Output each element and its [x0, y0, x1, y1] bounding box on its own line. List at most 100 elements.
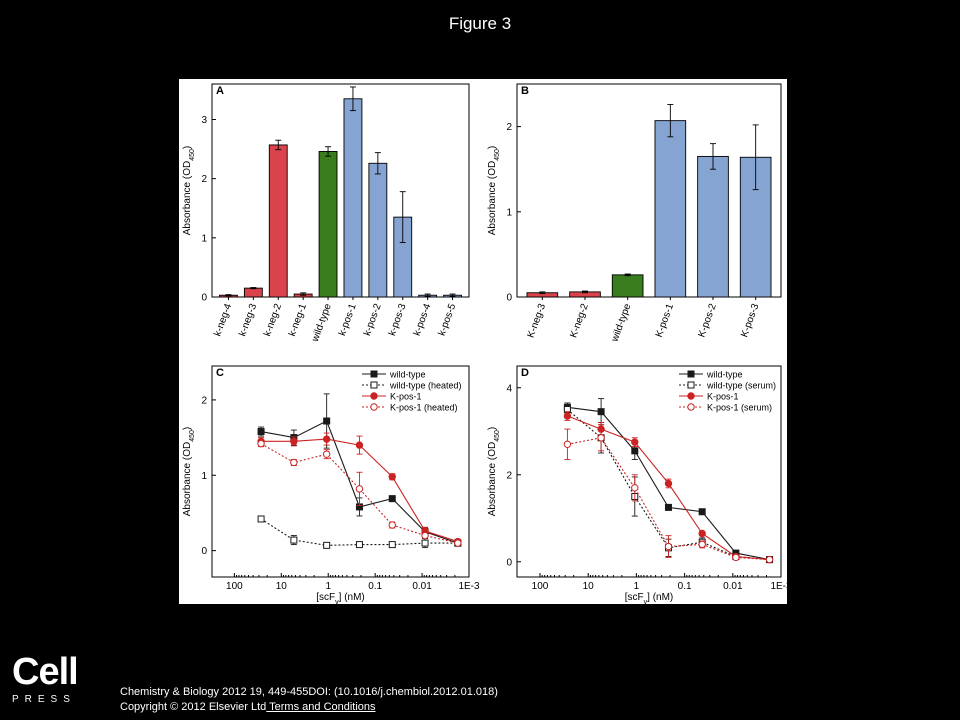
panel-d-marker — [563, 412, 572, 420]
panel-d-marker — [597, 434, 605, 442]
cell-press-logo: Cell PRESS — [12, 652, 82, 712]
panel-d-legend-marker — [687, 381, 695, 389]
panel-c-ylabel: Absorbance (OD450) — [182, 427, 196, 517]
panel-a-category-label: k-pos-4 — [412, 302, 434, 338]
panel-c-marker — [388, 541, 396, 549]
panel-c-marker — [421, 539, 429, 547]
panel-c-marker — [322, 435, 331, 443]
panel-d-marker — [664, 503, 672, 511]
panel-a-bar — [318, 150, 338, 298]
panel-c-legend-label: K-pos-1 (heated) — [390, 403, 458, 413]
panel-d-xtick-label: 1E-3 — [770, 581, 787, 592]
panel-c-xtick-label: 10 — [276, 581, 288, 592]
panel-d-ytick-label: 2 — [506, 470, 512, 481]
panel-a-category-label: k-pos-2 — [362, 302, 384, 338]
panel-b-ylabel: Absorbance (OD450) — [487, 146, 501, 236]
panel-d-ylabel: Absorbance (OD450) — [487, 427, 501, 517]
panel-d-xtick-label: 100 — [532, 581, 549, 592]
panel-a-category-label: wild-type — [310, 302, 334, 344]
panel-d-marker — [664, 479, 673, 488]
figure-panel: A 0 1 2 3 Absorbance (OD450) k-neg-4 k-neg-3 k-n… — [179, 79, 787, 604]
panel-d-legend-marker — [687, 403, 695, 411]
citation: Chemistry & Biology 2012 19, 449-455DOI:… — [120, 685, 498, 715]
panel-c-legend-marker — [370, 403, 378, 411]
panel-d-marker — [698, 540, 706, 549]
panel-a-ytick-label: 0 — [201, 293, 207, 304]
panel-d-marker — [563, 440, 572, 449]
panel-a-ytick-label: 2 — [201, 174, 207, 185]
panel-c-xtick-label: 0.1 — [368, 581, 382, 592]
panel-c-ytick-label: 2 — [201, 395, 207, 406]
panel-c-legend-label: wild-type (heated) — [389, 381, 462, 391]
panel-b-ytick-label: 0 — [506, 293, 512, 304]
panel-c-marker — [257, 515, 265, 523]
panel-c-frame — [211, 365, 470, 578]
panel-d-xtick-label: 1 — [634, 581, 640, 592]
panel-c-marker — [355, 441, 364, 449]
panel-c-xtick-label: 0.01 — [412, 581, 432, 592]
panel-c-legend-marker — [370, 370, 378, 378]
panel-d-xtick-label: 0.1 — [678, 581, 692, 592]
copyright-text: Copyright © 2012 Elsevier Ltd — [120, 701, 267, 713]
panel-b-category-label: K-neg-2 — [568, 302, 591, 340]
panel-c-xlabel: [scFv] (nM) — [316, 592, 365, 604]
panel-b-category-label: K-pos-1 — [654, 302, 676, 339]
panel-c-xtick-label: 100 — [226, 581, 243, 592]
panel-c-marker — [322, 450, 331, 458]
panel-d-legend-marker — [687, 392, 695, 400]
panel-c-marker — [388, 521, 396, 529]
page-title: Figure 3 — [448, 14, 512, 33]
panel-c-letter: C — [216, 367, 224, 379]
panel-c-marker — [323, 417, 331, 425]
panel-b-letter: B — [521, 85, 529, 97]
panel-c-xtick-label: 1E-3 — [458, 581, 480, 592]
panel-c-legend-label: wild-type — [389, 370, 426, 380]
panel-c-marker — [290, 437, 298, 446]
panel-a-category-label: k-neg-3 — [237, 302, 259, 338]
panel-c-xtick-label: 1 — [325, 581, 331, 592]
terms-link[interactable]: Terms and Conditions — [266, 701, 376, 713]
panel-d-legend-label: K-pos-1 (serum) — [707, 403, 772, 413]
panel-a-category-label: k-pos-1 — [337, 302, 359, 338]
panel-c-ytick-label: 0 — [201, 546, 207, 557]
panel-d-ytick-label: 0 — [506, 557, 512, 568]
panel-a-ylabel: Absorbance (OD450) — [182, 146, 196, 236]
panel-b-ytick-label: 1 — [506, 207, 512, 218]
panel-d-marker — [732, 553, 740, 562]
logo-word: Cell — [12, 651, 79, 693]
panel-a-bar — [343, 98, 363, 298]
panel-d-marker — [765, 555, 774, 564]
panel-b-category-label: K-pos-3 — [739, 302, 761, 339]
panel-d-frame — [516, 365, 782, 578]
panel-b-bar — [697, 155, 729, 298]
panel-b-category-label: K-neg-3 — [526, 302, 549, 340]
panel-b-bar — [611, 274, 644, 298]
panel-c-legend-marker — [370, 381, 378, 389]
panel-d-marker — [631, 484, 639, 492]
panel-a-ytick-label: 1 — [201, 233, 207, 244]
panel-a-category-label: k-pos-3 — [387, 302, 409, 338]
panel-c-marker — [388, 495, 396, 503]
panel-d-legend-marker — [687, 370, 695, 378]
panel-a-bar — [368, 162, 388, 298]
panel-d-marker — [631, 438, 639, 446]
panel-a-category-label: k-neg-1 — [287, 302, 309, 338]
panel-a-bar — [243, 287, 263, 298]
panel-c-marker — [421, 531, 429, 540]
panel-d-xlabel: [scFv] (nM) — [625, 592, 674, 604]
panel-d-marker — [597, 408, 605, 416]
panel-d-legend-label: wild-type (serum) — [706, 381, 776, 391]
panel-d-marker — [698, 508, 706, 516]
panel-d-marker — [698, 529, 706, 538]
panel-c-marker — [388, 473, 396, 481]
panel-a-frame — [211, 83, 470, 298]
panel-b-category-label: wild-type — [609, 302, 633, 344]
panel-a-category-label: k-neg-4 — [212, 302, 234, 338]
panel-b-ytick-label: 2 — [506, 122, 512, 133]
copyright-line: Copyright © 2012 Elsevier Ltd Terms and … — [120, 700, 498, 715]
panel-d-legend-label: K-pos-1 — [707, 392, 739, 402]
panel-c-legend-marker — [370, 392, 378, 400]
panel-a-category-label: k-pos-5 — [437, 302, 459, 338]
panel-c-ytick-label: 1 — [201, 471, 207, 482]
